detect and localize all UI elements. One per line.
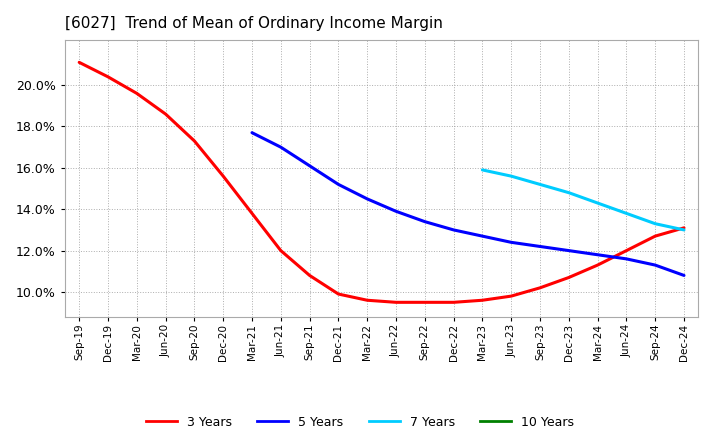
Legend: 3 Years, 5 Years, 7 Years, 10 Years: 3 Years, 5 Years, 7 Years, 10 Years — [141, 411, 579, 434]
Text: [6027]  Trend of Mean of Ordinary Income Margin: [6027] Trend of Mean of Ordinary Income … — [65, 16, 443, 32]
